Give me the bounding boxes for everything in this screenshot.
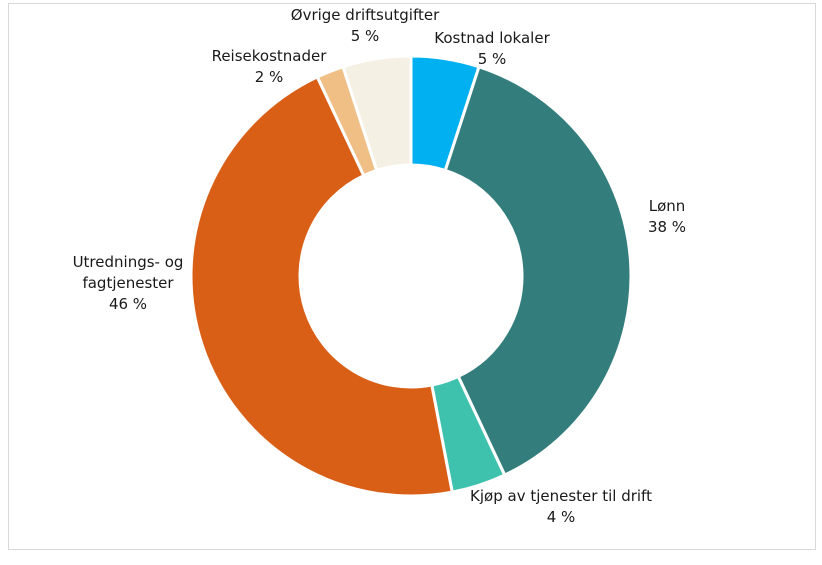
slice-label-text: Reisekostnader — [211, 47, 327, 65]
slice-value-label: 2 % — [254, 68, 284, 86]
slice-label-text: Utrednings- og — [72, 253, 184, 271]
slice-label-text: Lønn — [648, 197, 686, 215]
slice-label-reisekostnader: Reisekostnader 2 % — [212, 46, 327, 88]
slice-label-l-nn: Lønn 38 % — [648, 196, 686, 238]
slice-value-label: 5 % — [350, 27, 380, 45]
slice-label-text: fagtjenester — [82, 274, 174, 292]
slice-vrige-driftsutgifter — [341, 54, 413, 173]
slice-label-text: Kjøp av tjenester til drift — [470, 487, 652, 505]
slice-label-vrige-driftsutgifter: Øvrige driftsutgifter 5 % — [291, 5, 439, 47]
slice-value-label: 46 % — [108, 295, 148, 313]
slice-value-label: 5 % — [477, 50, 507, 68]
slice-utrednings-og-fagtjenester — [189, 74, 454, 498]
slice-value-label: 4 % — [546, 508, 576, 526]
slice-l-nn — [443, 64, 633, 478]
slice-label-utrednings-og-fagtjenester: Utrednings- og fagtjenester 46 % — [73, 252, 184, 315]
slice-value-label: 38 % — [647, 218, 687, 236]
slice-label-kj-p-av-tjenester-til-drift: Kjøp av tjenester til drift 4 % — [470, 486, 652, 528]
slice-label-text: Kostnad lokaler — [434, 29, 550, 47]
slice-label-kostnad-lokaler: Kostnad lokaler 5 % — [434, 28, 549, 70]
slice-label-text: Øvrige driftsutgifter — [290, 6, 440, 24]
